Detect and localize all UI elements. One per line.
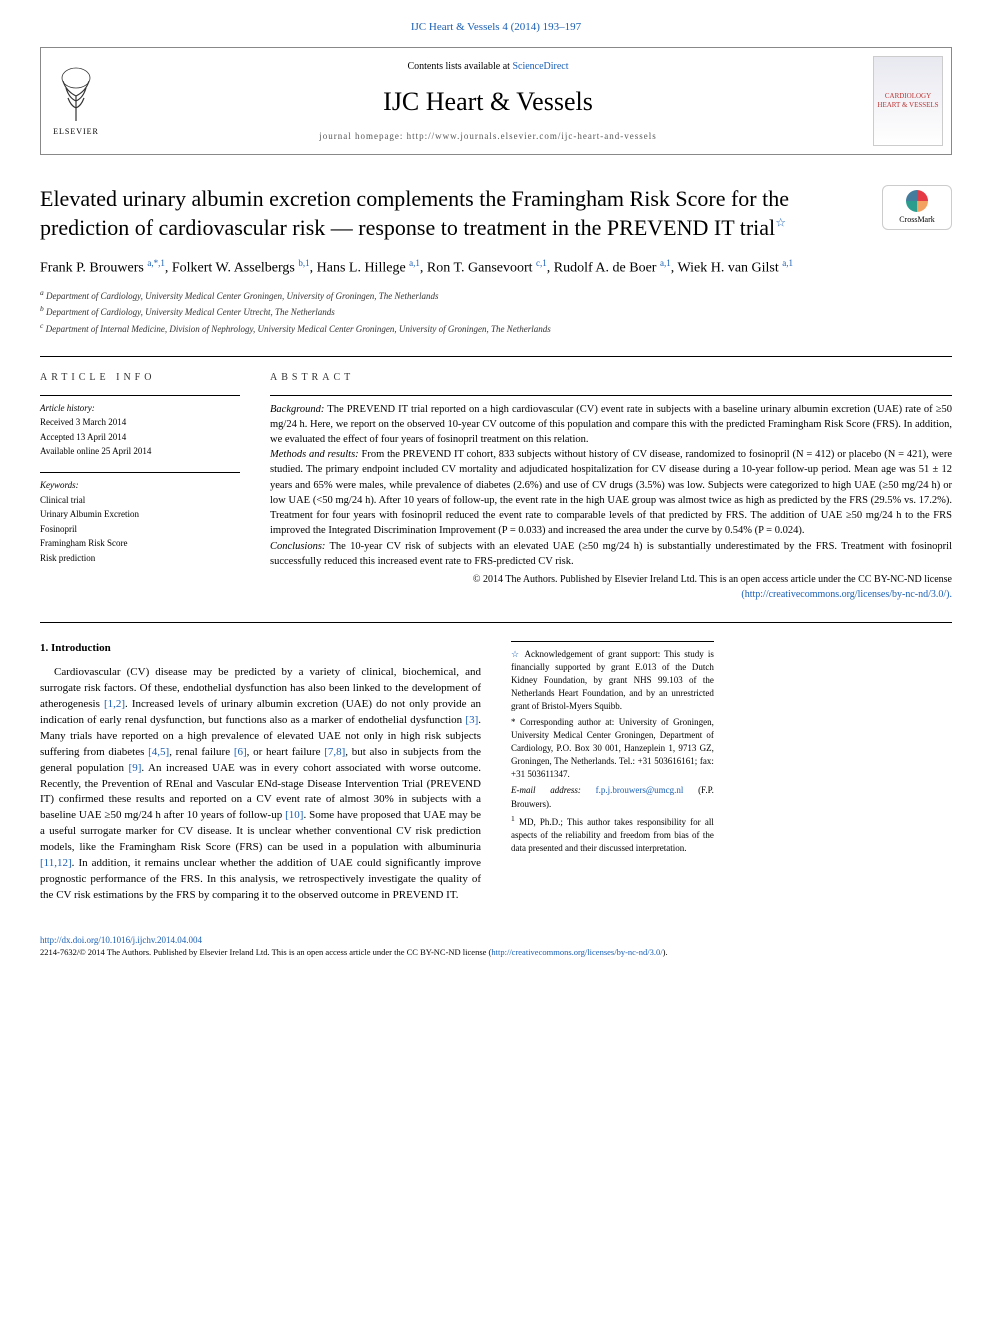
citation-link[interactable]: [9] [129, 762, 142, 774]
article-history-block: Article history: Received 3 March 2014 A… [40, 395, 240, 458]
crossmark-label: CrossMark [899, 214, 935, 225]
email-link[interactable]: f.p.j.brouwers@umcg.nl [596, 785, 684, 795]
history-online: Available online 25 April 2014 [40, 445, 240, 458]
abstract-body: Background: The PREVEND IT trial reporte… [270, 395, 952, 602]
citation-link[interactable]: [3] [465, 714, 478, 726]
history-received: Received 3 March 2014 [40, 416, 240, 429]
abstract-methods-label: Methods and results: [270, 449, 359, 460]
article-info-heading: ARTICLE INFO [40, 371, 240, 385]
abstract-heading: ABSTRACT [270, 371, 952, 385]
abstract-background-label: Background: [270, 404, 324, 415]
separator [40, 356, 952, 357]
body-two-column: 1. Introduction Cardiovascular (CV) dise… [40, 641, 952, 904]
citation-link[interactable]: [6] [234, 746, 247, 758]
keywords-label: Keywords: [40, 479, 240, 492]
footnote-grant: ☆ Acknowledgement of grant support: This… [511, 648, 714, 713]
page-footer: http://dx.doi.org/10.1016/j.ijchv.2014.0… [40, 934, 952, 958]
footnotes-block: ☆ Acknowledgement of grant support: This… [511, 641, 714, 855]
elsevier-label: ELSEVIER [53, 126, 99, 137]
article-title-text: Elevated urinary albumin excretion compl… [40, 186, 789, 240]
crossmark-badge[interactable]: CrossMark [882, 185, 952, 230]
license-link[interactable]: (http://creativecommons.org/licenses/by-… [741, 589, 952, 600]
abstract-copyright: © 2014 The Authors. Published by Elsevie… [270, 573, 952, 602]
journal-homepage: journal homepage: http://www.journals.el… [119, 130, 857, 143]
article-title: Elevated urinary albumin excretion compl… [40, 185, 952, 242]
citation-link[interactable]: [1,2] [104, 698, 125, 710]
copyright-text: © 2014 The Authors. Published by Elsevie… [473, 574, 952, 585]
footnote-author-note: 1 MD, Ph.D.; This author takes responsib… [511, 814, 714, 855]
journal-header-box: ELSEVIER Contents lists available at Sci… [40, 47, 952, 155]
title-footnote-marker: ☆ [775, 216, 786, 230]
citation-link[interactable]: [11,12] [40, 857, 72, 869]
journal-cover-thumbnail: CARDIOLOGY HEART & VESSELS [873, 56, 943, 146]
intro-paragraph: Cardiovascular (CV) disease may be predi… [40, 665, 481, 904]
abstract-background-text: The PREVEND IT trial reported on a high … [270, 404, 952, 445]
sciencedirect-link[interactable]: ScienceDirect [512, 61, 568, 72]
affiliation-c: c Department of Internal Medicine, Divis… [40, 321, 952, 336]
keyword: Fosinopril [40, 523, 240, 536]
article-header: CrossMark Elevated urinary albumin excre… [40, 185, 952, 335]
info-abstract-row: ARTICLE INFO Article history: Received 3… [40, 371, 952, 602]
elsevier-tree-icon [51, 66, 101, 126]
authors-line: Frank P. Brouwers a,*,1, Folkert W. Asse… [40, 257, 952, 278]
citation-link[interactable]: [10] [285, 809, 303, 821]
keywords-block: Keywords: Clinical trial Urinary Albumin… [40, 472, 240, 565]
affiliations: a Department of Cardiology, University M… [40, 288, 952, 336]
keyword: Framingham Risk Score [40, 537, 240, 550]
section-heading-intro: 1. Introduction [40, 641, 481, 657]
doi-link[interactable]: http://dx.doi.org/10.1016/j.ijchv.2014.0… [40, 935, 202, 945]
citation-link[interactable]: [7,8] [324, 746, 345, 758]
contents-available-line: Contents lists available at ScienceDirec… [119, 60, 857, 74]
abstract-conclusions-text: The 10-year CV risk of subjects with an … [270, 541, 952, 567]
contents-prefix: Contents lists available at [407, 61, 512, 72]
affiliation-a: a Department of Cardiology, University M… [40, 288, 952, 303]
keyword: Urinary Albumin Excretion [40, 508, 240, 521]
abstract-column: ABSTRACT Background: The PREVEND IT tria… [270, 371, 952, 602]
keyword: Risk prediction [40, 552, 240, 565]
affiliation-b: b Department of Cardiology, University M… [40, 304, 952, 319]
abstract-conclusions-label: Conclusions: [270, 541, 325, 552]
footer-copyright-line: 2214-7632/© 2014 The Authors. Published … [40, 947, 952, 959]
keyword: Clinical trial [40, 494, 240, 507]
history-label: Article history: [40, 402, 240, 415]
elsevier-logo: ELSEVIER [41, 58, 111, 145]
citation-link[interactable]: [4,5] [148, 746, 169, 758]
separator [40, 622, 952, 623]
header-center: Contents lists available at ScienceDirec… [111, 52, 865, 151]
article-info-column: ARTICLE INFO Article history: Received 3… [40, 371, 240, 602]
page-header-citation: IJC Heart & Vessels 4 (2014) 193–197 [40, 20, 952, 35]
history-accepted: Accepted 13 April 2014 [40, 431, 240, 444]
abstract-methods-text: From the PREVEND IT cohort, 833 subjects… [270, 449, 952, 536]
footnote-corresponding: * Corresponding author at: University of… [511, 716, 714, 781]
footer-license-link[interactable]: http://creativecommons.org/licenses/by-n… [491, 947, 662, 957]
crossmark-icon [906, 190, 928, 212]
journal-title: IJC Heart & Vessels [119, 84, 857, 120]
footnote-email: E-mail address: f.p.j.brouwers@umcg.nl (… [511, 784, 714, 810]
